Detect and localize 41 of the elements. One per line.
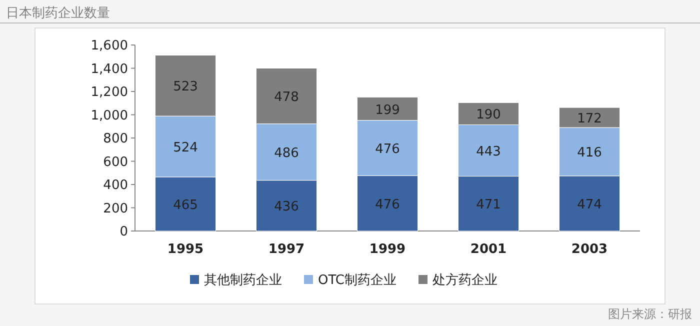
data-label: 486 <box>274 146 299 162</box>
data-label: 172 <box>577 112 602 127</box>
x-tick-label: 1995 <box>167 242 204 257</box>
bar <box>256 124 318 181</box>
y-tick-label: 1,600 <box>90 38 128 54</box>
y-tick-label: 1,000 <box>90 108 128 124</box>
data-label: 199 <box>375 102 400 118</box>
data-label: 476 <box>375 142 400 157</box>
y-tick-label: 200 <box>103 201 128 216</box>
legend-label: OTC制药企业 <box>318 273 396 288</box>
data-label: 416 <box>577 146 602 161</box>
x-tick-label: 2003 <box>571 242 608 257</box>
data-label: 436 <box>274 200 299 215</box>
y-tick-label: 1,200 <box>90 85 128 100</box>
bar <box>458 124 520 176</box>
处方药企业: 523 478 199 190 172 <box>154 54 620 128</box>
text: 图片来源：研报 <box>608 307 692 321</box>
data-label: 443 <box>476 144 501 160</box>
data-label: 478 <box>274 90 299 106</box>
data-label: 524 <box>173 140 198 156</box>
y-tick-label: 800 <box>103 132 128 146</box>
data-label: 523 <box>173 80 198 95</box>
data-label: 465 <box>173 198 198 213</box>
legend-label: 其他制药企业 <box>204 273 282 288</box>
其他制药企业: 465 436 476 471 474 <box>154 175 620 232</box>
chart-title: 日本制药企业数量 <box>6 6 110 21</box>
bar <box>154 116 216 178</box>
bar <box>356 120 418 176</box>
y-tick-label: 600 <box>103 154 128 170</box>
data-label: 474 <box>577 197 602 212</box>
legend-label: 处方药企业 <box>432 272 498 288</box>
x-tick-label: 2001 <box>470 242 507 257</box>
y-tick-label: 0 <box>120 224 128 240</box>
bar <box>558 127 620 176</box>
x-tick-label: 1997 <box>268 242 305 257</box>
data-label: 190 <box>476 108 501 123</box>
data-label: 471 <box>476 198 501 213</box>
x-tick-label: 1999 <box>369 242 406 257</box>
data-label: 476 <box>375 197 400 212</box>
y-tick-label: 400 <box>103 178 128 193</box>
y-tick-label: 1,400 <box>90 62 128 77</box>
